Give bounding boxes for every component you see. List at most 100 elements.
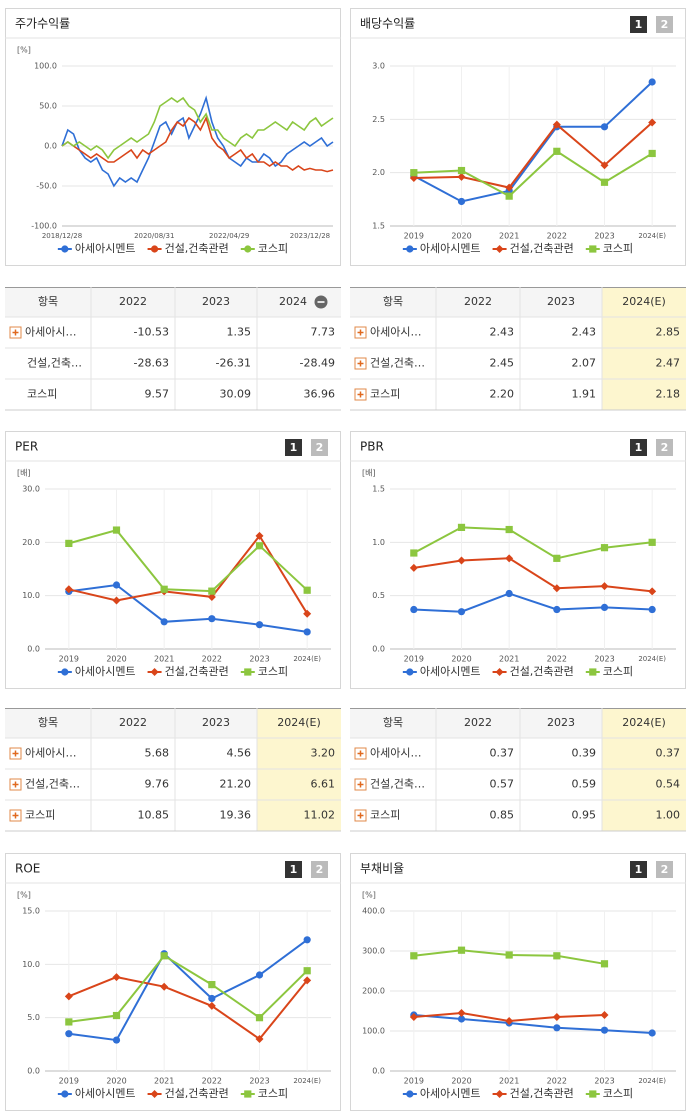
row-name[interactable]: 건설,건축… bbox=[25, 778, 80, 791]
pager-button[interactable] bbox=[311, 439, 328, 456]
header-cell: 2022 bbox=[119, 295, 147, 308]
pager-button[interactable] bbox=[656, 16, 673, 33]
cell-value: 2.85 bbox=[656, 326, 681, 339]
row-name[interactable]: 코스피 bbox=[370, 809, 400, 822]
pager-label[interactable]: 2 bbox=[316, 441, 324, 454]
y-tick-label: 100.0 bbox=[34, 62, 57, 71]
point bbox=[648, 118, 657, 127]
x-tick-label: 2022 bbox=[547, 655, 567, 664]
x-tick-label: 2021 bbox=[499, 1077, 519, 1086]
point bbox=[208, 994, 216, 1003]
pager-button[interactable] bbox=[630, 16, 647, 33]
expand-icon-plus bbox=[357, 750, 364, 757]
legend-marker bbox=[244, 1090, 252, 1098]
point bbox=[553, 952, 561, 960]
x-tick-label: 2023 bbox=[594, 232, 614, 241]
point bbox=[65, 539, 73, 547]
row-name[interactable]: 건설,건축… bbox=[370, 778, 425, 791]
cell-value: 6.61 bbox=[311, 778, 336, 791]
panel bbox=[350, 853, 686, 1111]
cell-value: 2.07 bbox=[572, 357, 597, 370]
row-name[interactable]: 아세아시… bbox=[25, 747, 76, 760]
x-tick-label: 2020 bbox=[451, 655, 471, 664]
point bbox=[648, 605, 656, 614]
point bbox=[552, 120, 561, 129]
row-name[interactable]: 아세아시… bbox=[370, 747, 421, 760]
row-name[interactable]: 코스피 bbox=[25, 809, 55, 822]
legend-marker bbox=[495, 668, 504, 676]
pager-label[interactable]: 2 bbox=[661, 863, 669, 876]
point bbox=[303, 628, 311, 636]
cell-value: 4.56 bbox=[227, 747, 252, 760]
series-line bbox=[413, 592, 653, 613]
row-name[interactable]: 코스피 bbox=[370, 388, 400, 401]
pager-label[interactable]: 1 bbox=[290, 863, 298, 876]
point bbox=[410, 549, 418, 557]
pager-label[interactable]: 1 bbox=[635, 441, 643, 454]
pager-button[interactable] bbox=[656, 861, 673, 878]
x-tick-label: 2024(E) bbox=[293, 655, 321, 663]
point bbox=[112, 526, 121, 534]
y-tick-label: 0.0 bbox=[372, 1067, 385, 1076]
pager-button[interactable] bbox=[311, 861, 328, 878]
header-cell: 항목 bbox=[383, 295, 403, 308]
legend-label: 코스피 bbox=[603, 665, 633, 678]
pager-label[interactable]: 1 bbox=[290, 441, 298, 454]
cell-value: 2.43 bbox=[572, 326, 597, 339]
legend-label: 아세아시멘트 bbox=[75, 1087, 136, 1100]
header-cell: 2023 bbox=[547, 716, 575, 729]
point bbox=[553, 605, 561, 614]
cell-value: 30.09 bbox=[220, 388, 252, 401]
y-tick-label: 5.0 bbox=[27, 1013, 40, 1022]
row-name[interactable]: 아세아시… bbox=[370, 326, 421, 339]
pager-button[interactable] bbox=[630, 861, 647, 878]
pager-label[interactable]: 1 bbox=[635, 863, 643, 876]
pager-button[interactable] bbox=[285, 439, 302, 456]
row-name[interactable]: 아세아시… bbox=[25, 326, 76, 339]
legend-label: 코스피 bbox=[603, 1087, 633, 1100]
pager-label[interactable]: 2 bbox=[661, 441, 669, 454]
point bbox=[160, 585, 168, 593]
pager-button[interactable] bbox=[285, 861, 302, 878]
x-tick-label: 2024(E) bbox=[638, 1077, 666, 1085]
series-line bbox=[61, 115, 334, 173]
header-cell: 항목 bbox=[383, 716, 403, 729]
series-line bbox=[413, 1014, 653, 1034]
x-tick-label: 2020 bbox=[451, 1077, 471, 1086]
cell-value: 2.18 bbox=[656, 388, 681, 401]
point bbox=[457, 197, 466, 206]
point bbox=[65, 1030, 73, 1038]
x-tick-label: 2020 bbox=[106, 1077, 126, 1086]
point bbox=[160, 952, 168, 960]
pager-label[interactable]: 1 bbox=[635, 18, 643, 31]
point bbox=[255, 531, 264, 540]
y-tick-label: 1.0 bbox=[372, 538, 385, 547]
pager-label[interactable]: 2 bbox=[316, 863, 324, 876]
x-tick-label: 2024(E) bbox=[638, 232, 666, 240]
expand-icon-plus bbox=[357, 329, 364, 336]
row-name: 건설,건축… bbox=[27, 357, 82, 370]
legend: 아세아시멘트 건설,건축관련 코스피 bbox=[402, 242, 633, 255]
legend-marker bbox=[150, 1090, 159, 1098]
x-tick-label: 2019 bbox=[404, 1077, 424, 1086]
pager-label[interactable]: 2 bbox=[661, 18, 669, 31]
point bbox=[600, 161, 609, 170]
y-tick-label: 0.5 bbox=[372, 591, 385, 600]
pager-button[interactable] bbox=[630, 439, 647, 456]
cell-value: 0.37 bbox=[656, 747, 681, 760]
row-name[interactable]: 건설,건축… bbox=[370, 357, 425, 370]
series-line bbox=[68, 938, 308, 1042]
legend-label: 코스피 bbox=[603, 242, 633, 255]
point bbox=[303, 609, 312, 618]
y-unit: [배] bbox=[362, 469, 376, 478]
cell-value: 9.76 bbox=[145, 778, 170, 791]
chart-title: 부채비율 bbox=[360, 862, 404, 876]
legend-marker bbox=[589, 245, 597, 253]
cell-value: 0.59 bbox=[572, 778, 597, 791]
x-tick-label: 2022 bbox=[547, 232, 567, 241]
series-line bbox=[68, 528, 308, 593]
legend-marker bbox=[406, 668, 414, 676]
pager-button[interactable] bbox=[656, 439, 673, 456]
point bbox=[648, 149, 656, 158]
cell-value: 2.20 bbox=[490, 388, 515, 401]
